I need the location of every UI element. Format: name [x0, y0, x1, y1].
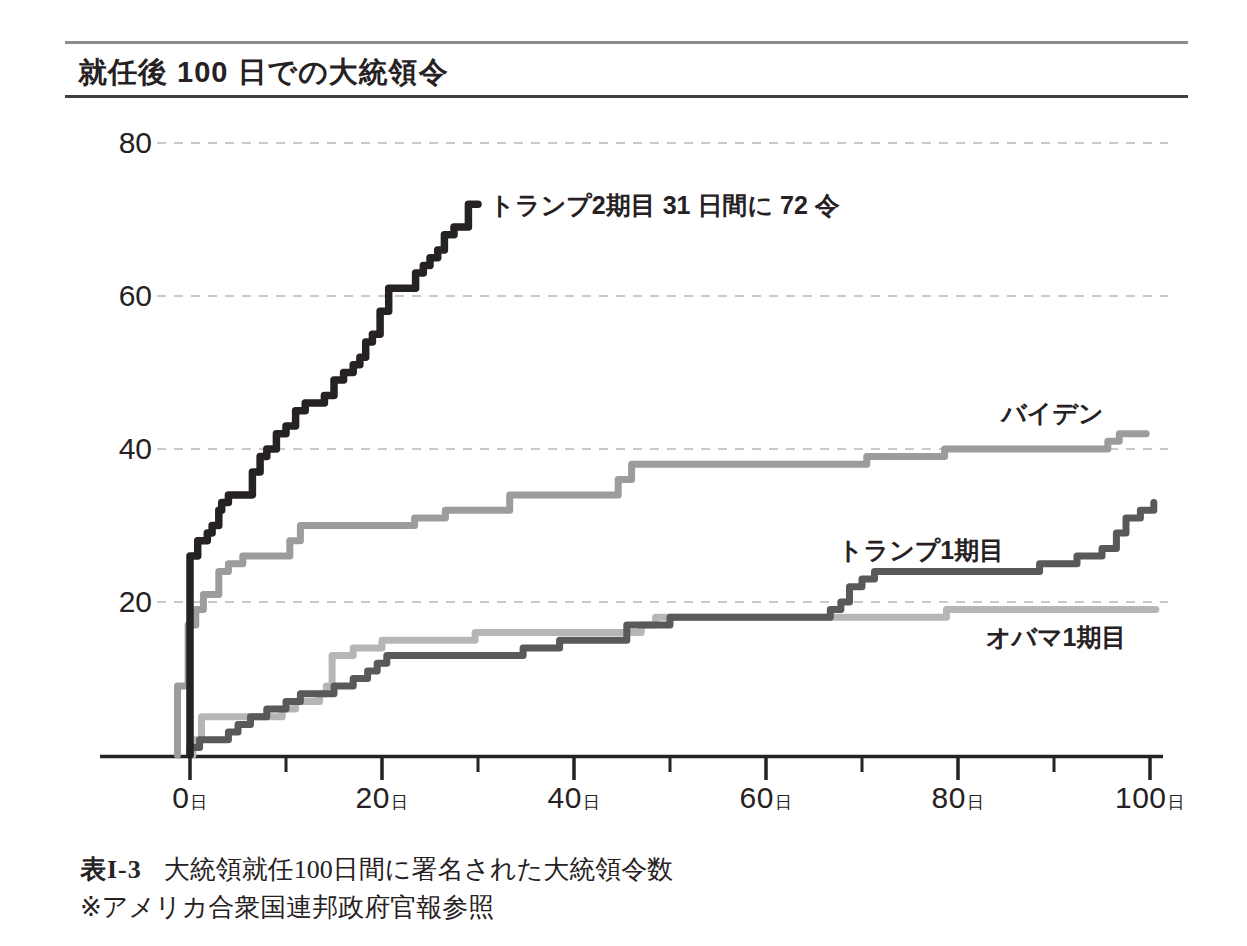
x-tick-number: 80 — [932, 781, 966, 814]
x-tick-label-0: 0日 — [172, 781, 208, 815]
page: 就任後 100 日での大統領令 トランプ2期目 31 日間に 72 令バイデント… — [0, 0, 1247, 946]
series-label-biden: バイデン — [1001, 397, 1103, 430]
y-tick-label-60: 60 — [60, 279, 152, 313]
x-tick-unit: 日 — [190, 793, 208, 812]
x-tick-number: 20 — [356, 781, 390, 814]
x-tick-label-60: 60日 — [740, 781, 793, 815]
x-tick-label-100: 100日 — [1115, 781, 1185, 815]
x-tick-label-80: 80日 — [932, 781, 985, 815]
series-label-obama: オバマ1期目 — [986, 621, 1127, 654]
x-tick-number: 60 — [740, 781, 774, 814]
x-tick-unit: 日 — [391, 793, 409, 812]
series-label-trump2: トランプ2期目 31 日間に 72 令 — [490, 189, 840, 222]
y-tick-label-40: 40 — [60, 432, 152, 466]
x-tick-number: 0 — [172, 781, 189, 814]
x-tick-number: 40 — [548, 781, 582, 814]
x-tick-label-20: 20日 — [356, 781, 409, 815]
y-tick-label-80: 80 — [60, 126, 152, 160]
caption-table-title: 大統領就任100日間に署名された大統領令数 — [164, 855, 673, 884]
caption-source-note: ※アメリカ合衆国連邦政府官報参照 — [80, 890, 494, 925]
x-tick-unit: 日 — [775, 793, 793, 812]
caption-table-number: 表I-3 — [80, 855, 142, 884]
x-tick-unit: 日 — [1168, 793, 1186, 812]
x-tick-number: 100 — [1115, 781, 1167, 814]
series-label-trump1: トランプ1期目 — [838, 534, 1004, 567]
x-tick-unit: 日 — [583, 793, 601, 812]
caption-line-1: 表I-3 大統領就任100日間に署名された大統領令数 — [80, 852, 673, 887]
series-line-biden — [178, 434, 1147, 755]
y-tick-label-20: 20 — [60, 585, 152, 619]
x-tick-label-40: 40日 — [548, 781, 601, 815]
x-tick-unit: 日 — [967, 793, 985, 812]
